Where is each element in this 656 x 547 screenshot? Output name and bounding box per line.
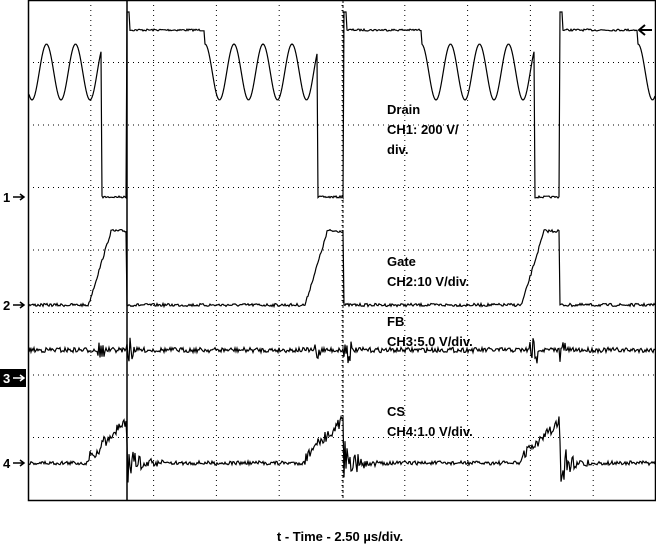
channel-name: Drain	[387, 102, 420, 117]
channel-marker: 1	[3, 190, 10, 205]
channel-scale: CH1: 200 V/	[387, 122, 459, 137]
channel-marker: 3	[3, 371, 10, 386]
channel-marker: 2	[3, 298, 10, 313]
channel-name: FB	[387, 314, 404, 329]
trigger-level-arrow	[637, 24, 652, 36]
channel-scale: CH3:5.0 V/div.	[387, 334, 473, 349]
marker-arrow	[13, 301, 26, 309]
channel-markers: 1 2 3 4	[0, 190, 26, 471]
waveform	[28, 228, 656, 309]
channel-scale: CH2:10 V/div.	[387, 274, 469, 289]
x-axis-label: t - Time - 2.50 µs/div.	[277, 529, 403, 544]
marker-arrow	[13, 193, 26, 201]
channel-scale: div.	[387, 142, 408, 157]
channel-labels: Drain CH1: 200 V/div. Gate CH2:10 V/div. FB C…	[387, 102, 473, 439]
channel-scale: CH4:1.0 V/div.	[387, 424, 473, 439]
waveform	[28, 337, 655, 364]
grid	[28, 0, 656, 500]
channel-name: CS	[387, 404, 405, 419]
marker-arrow	[13, 374, 26, 382]
channel-name: Gate	[387, 254, 416, 269]
waveforms	[28, 11, 656, 483]
marker-arrow	[13, 459, 26, 467]
channel-marker: 4	[3, 456, 11, 471]
waveform	[28, 415, 656, 483]
waveform	[28, 11, 656, 200]
